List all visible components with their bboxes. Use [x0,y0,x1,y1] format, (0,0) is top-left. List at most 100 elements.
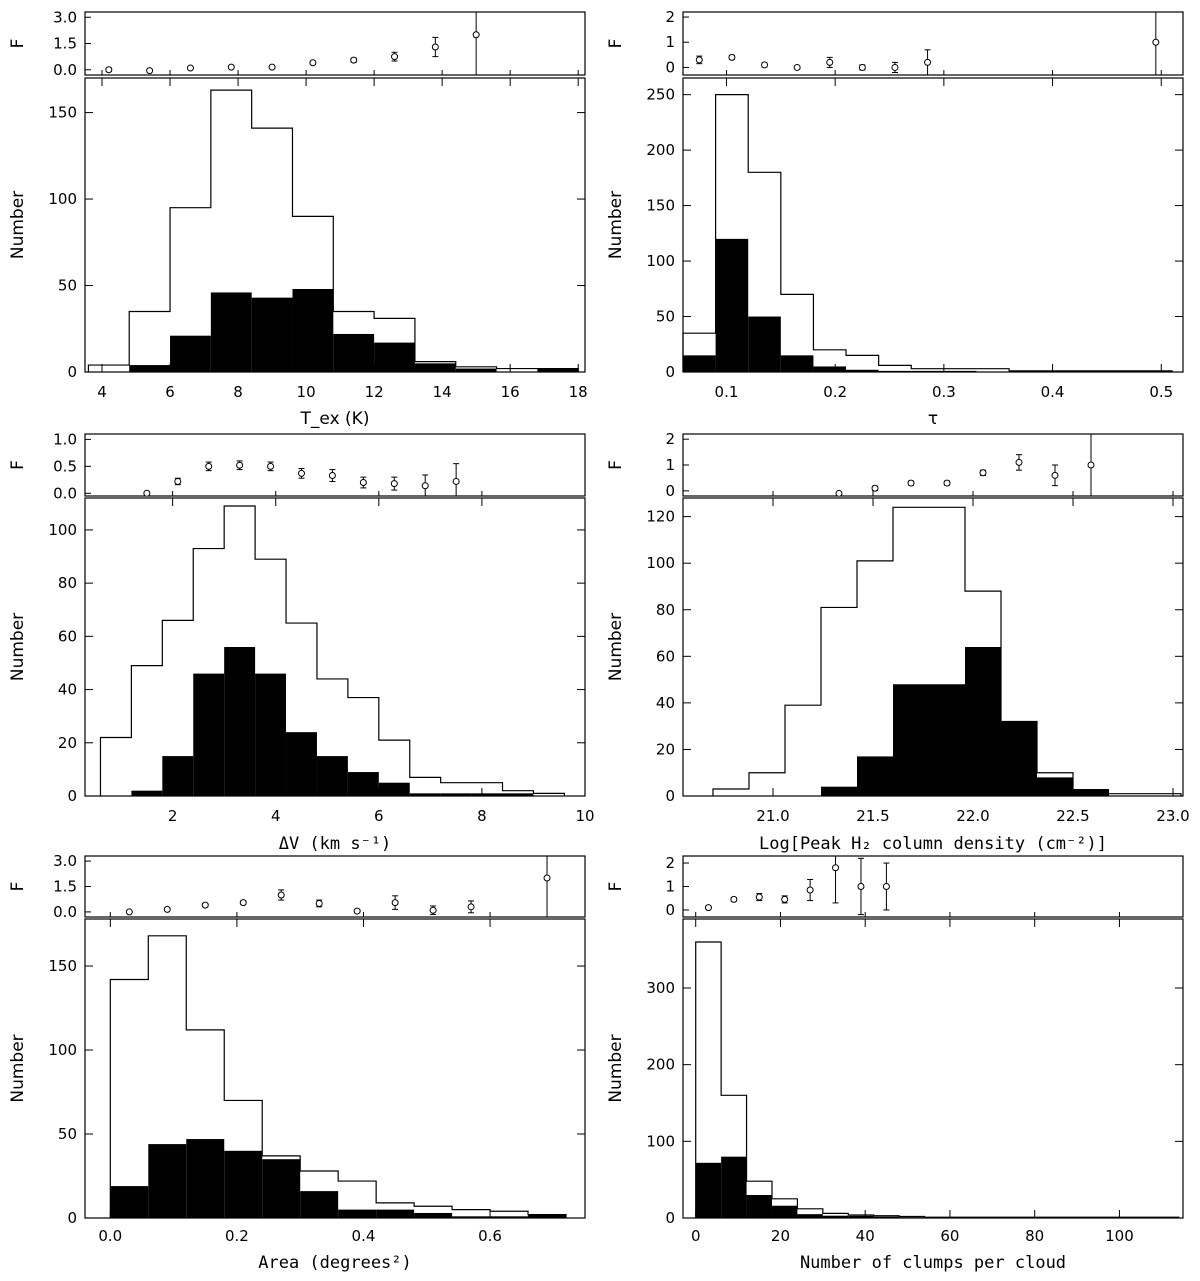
y-tick-label: 0 [67,787,77,805]
fraction-point [297,469,305,477]
fraction-point [907,479,915,487]
x-tick-label: 2 [168,807,178,825]
filled-bar [848,1215,874,1218]
filled-bar [857,756,893,796]
fraction-point [835,489,843,496]
filled-bar [333,333,375,372]
x-tick-label: 0.0 [98,1227,122,1245]
x-tick-label: 23.0 [1156,807,1189,825]
filled-bar [374,342,415,372]
x-tick-label: 6 [165,383,175,401]
open-histogram-outline [695,941,1180,1218]
x-tick-label: 0.2 [225,1227,249,1245]
y-tick-label: 0 [665,363,675,381]
fraction-y-axis-label: F [8,460,28,470]
fraction-point [277,891,285,899]
fraction-point [268,63,276,71]
filled-bar [255,673,287,796]
filled-bar [148,1144,187,1218]
open-histogram-outline [682,94,1173,372]
chart-panel-4: 21.0 21.5 22.0 22.5 23.0 0 20 40 60 80 100 120 0 1 2 Nu… [606,430,1190,854]
y-tick-label: 150 [48,957,77,975]
x-tick-label: 22.0 [956,807,989,825]
main-panel-frame [84,77,586,373]
filled-bar [748,316,781,372]
x-tick-label: 60 [940,1227,959,1245]
fraction-point [1015,458,1023,466]
filled-bar [797,1214,823,1218]
y-tick-label: 40 [58,681,77,699]
x-tick-label: 20 [771,1227,790,1245]
fraction-y-axis-label: F [606,39,626,49]
filled-bar [929,684,965,796]
filled-bar [746,1195,772,1218]
fraction-point [201,901,209,909]
y-tick-label: 250 [646,86,675,104]
fraction-point [832,864,840,872]
x-tick-label: 0.6 [478,1227,502,1245]
main-panel-frame [84,497,586,797]
y-tick-label: 0 [67,363,77,381]
x-tick-label: 80 [1025,1227,1044,1245]
filled-bar [224,647,256,796]
fraction-points [105,12,480,75]
fraction-point [924,58,932,66]
fraction-point [390,480,398,488]
fraction-point [452,477,460,485]
main-panel-frame [682,77,1184,373]
y-tick-label: 50 [656,308,675,326]
fraction-point [267,462,275,470]
fraction-point [882,883,890,890]
y-tick-label: 60 [58,627,77,645]
x-tick-label: 0.4 [1041,383,1065,401]
x-tick-label: 0.2 [823,383,847,401]
x-tick-label: 18 [569,383,588,401]
filled-bar [170,335,211,372]
fraction-point [793,63,801,71]
filled-bar [846,369,879,372]
fraction-y-tick-label: 2 [665,430,675,448]
x-tick-label: 0.5 [1149,383,1173,401]
filled-bar [440,793,472,796]
chart-panel-5: 0.0 0.2 0.4 0.6 0 50 100 150 0.0 1.5 3.0 Number F Are… [8,852,586,1273]
fraction-point [353,907,361,915]
fraction-point [761,61,769,69]
fraction-point [826,58,834,66]
y-tick-label: 200 [646,1056,675,1074]
filled-bar [455,368,497,372]
filled-bar [528,1214,567,1218]
x-tick-label: 22.5 [1056,807,1089,825]
y-axis-label: Number [606,613,626,681]
fraction-points [835,434,1095,496]
fraction-point [695,56,703,64]
filled-bar [471,793,503,796]
fraction-point [891,63,899,71]
fraction-y-tick-label: 3.0 [53,8,77,26]
x-tick-label: 14 [433,383,452,401]
chart-panel-1: 4 6 8 10 12 14 16 18 0 50 100 150 0.0 1.5 3.0 Number F T_… [8,8,588,429]
filled-bar [1037,777,1073,796]
fraction-point [431,43,439,51]
y-tick-label: 120 [646,508,675,526]
y-tick-label: 0 [665,1209,675,1227]
filled-bar [893,684,929,796]
y-tick-label: 150 [48,104,77,122]
filled-bar [316,756,348,796]
fraction-point [704,904,712,912]
fraction-y-axis-label: F [8,882,28,892]
fraction-point [943,479,951,487]
fraction-panel-frame [682,433,1184,497]
y-axis-label: Number [606,191,626,259]
filled-bar [193,673,225,796]
y-tick-label: 0 [67,1209,77,1227]
filled-bar [409,793,441,796]
x-tick-label: 10 [297,383,316,401]
x-tick-label: 8 [477,807,487,825]
filled-bar [131,790,163,796]
y-tick-label: 100 [48,521,77,539]
x-tick-label: 0 [691,1227,701,1245]
filled-bar [821,786,857,796]
y-tick-label: 200 [646,141,675,159]
fraction-point [143,489,151,496]
fraction-point [857,883,865,890]
